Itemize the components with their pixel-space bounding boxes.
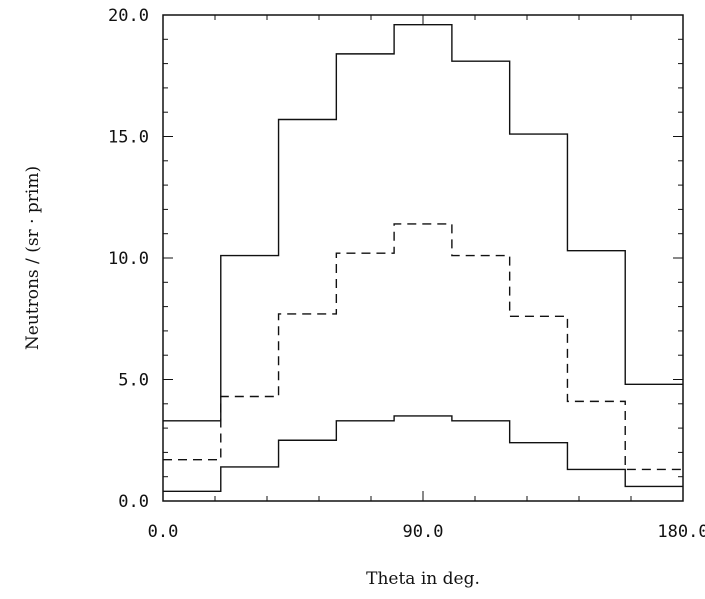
series-3-step-line: [163, 415, 683, 492]
x-tick-label: 90.0: [403, 522, 444, 542]
axis-ticks: [162, 14, 684, 502]
y-tick-label: 5.0: [118, 371, 149, 391]
y-tick-label: 20.0: [108, 6, 149, 26]
x-axis-label: Theta in deg.: [366, 569, 480, 589]
series-2-step-line: [163, 223, 683, 471]
x-tick-label: 0.0: [148, 522, 179, 542]
tick-labels: 0.0 5.0 10.0 15.0 20.0 0.0 90.0 180.0: [108, 6, 705, 542]
plot-frame: [162, 14, 684, 502]
series-layer: [163, 24, 683, 492]
series-1-step-line: [163, 24, 683, 422]
y-axis-label: Neutrons / (sr · prim): [23, 166, 43, 350]
y-tick-label: 0.0: [118, 492, 149, 512]
x-tick-label: 180.0: [657, 522, 705, 542]
y-tick-label: 10.0: [108, 249, 149, 269]
y-tick-label: 15.0: [108, 128, 149, 148]
